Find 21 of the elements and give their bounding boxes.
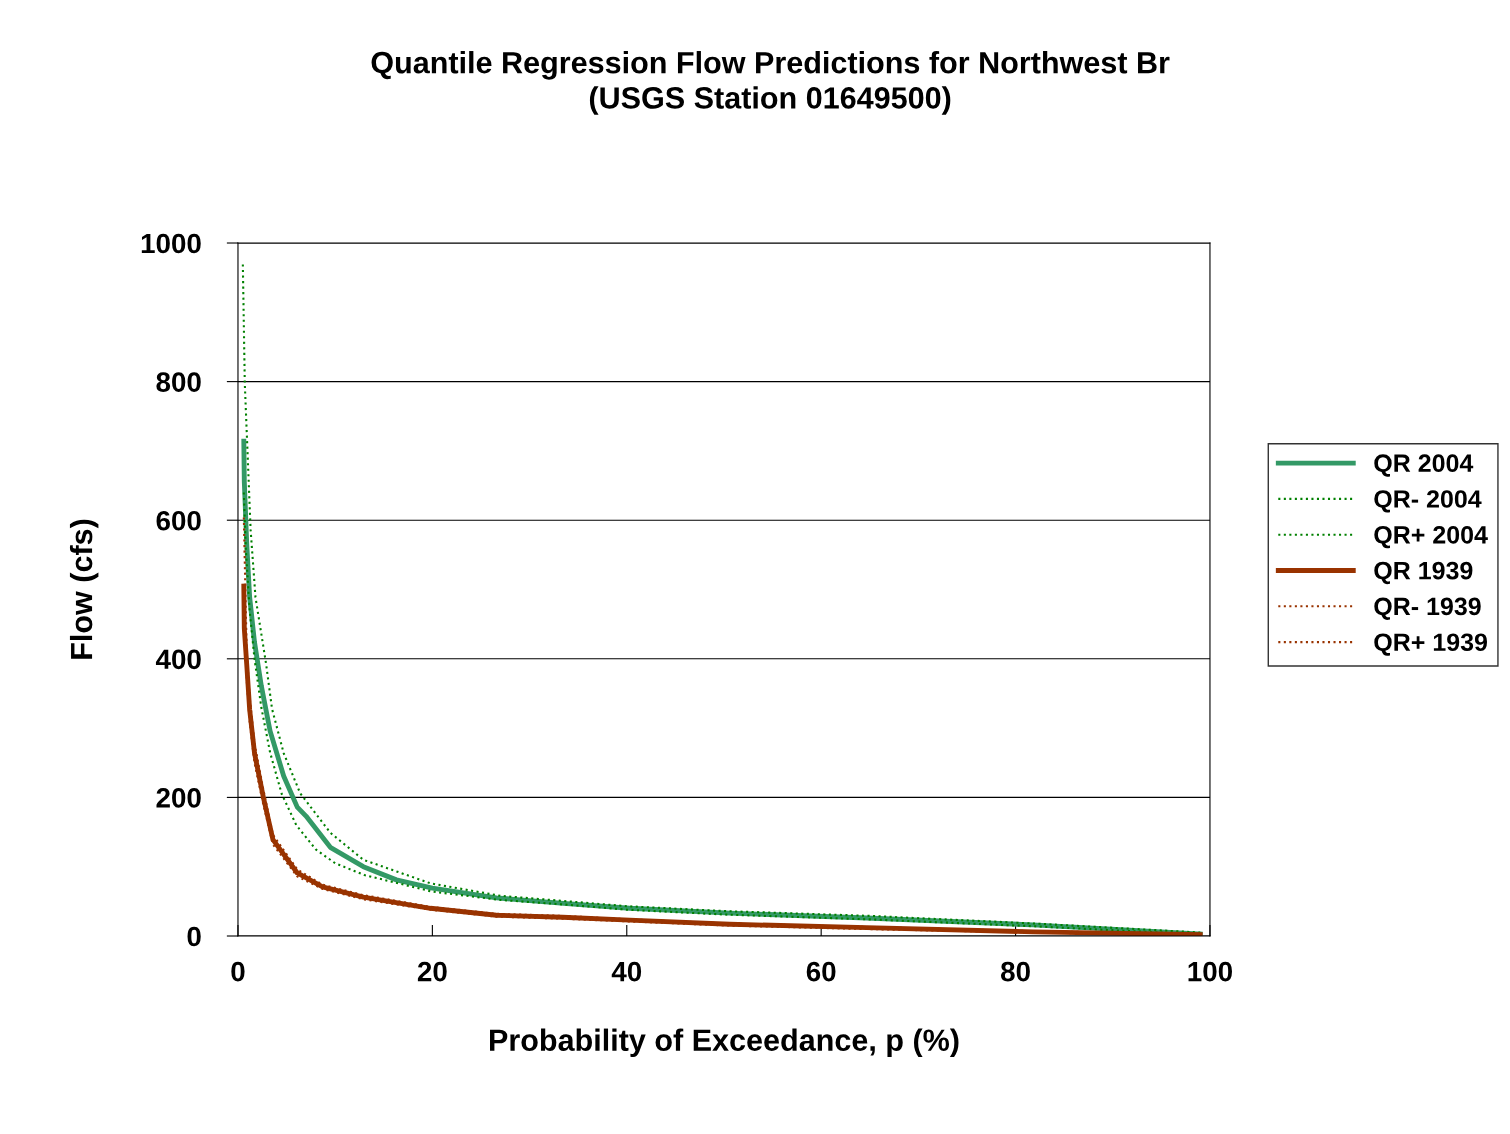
y-tick-label: 600 [156,510,201,531]
y-tick-label: 0 [187,926,201,947]
legend-label: QR 1939 [1374,561,1473,585]
y-tick-label: 400 [155,649,201,670]
y-tick-label: 1000 [141,233,201,254]
x-tick-label: 40 [611,961,642,982]
x-tick-label: 100 [1188,961,1232,982]
chart-title: Quantile Regression Flow Predictions for Northwest Br (USGS Station 01649500) [371,51,1170,115]
legend-label: QR- 2004 [1374,490,1482,513]
y-axis-title: Flow (cfs) [69,519,99,659]
x-tick-label: 80 [1001,961,1030,982]
x-axis-title: Probability of Exceedance, p (%) [490,1028,959,1058]
x-tick-label: 20 [417,961,447,982]
y-tick-label: 800 [156,372,201,392]
y-tick-label: 200 [156,788,201,808]
legend-label: QR- 1939 [1374,597,1481,620]
x-tick-label: 0 [231,961,245,982]
legend-label: QR+ 2004 [1374,525,1488,549]
legend-label: QR+ 1939 [1374,633,1488,656]
x-tick-label: 60 [806,961,836,982]
legend-label: QR 2004 [1374,454,1474,477]
